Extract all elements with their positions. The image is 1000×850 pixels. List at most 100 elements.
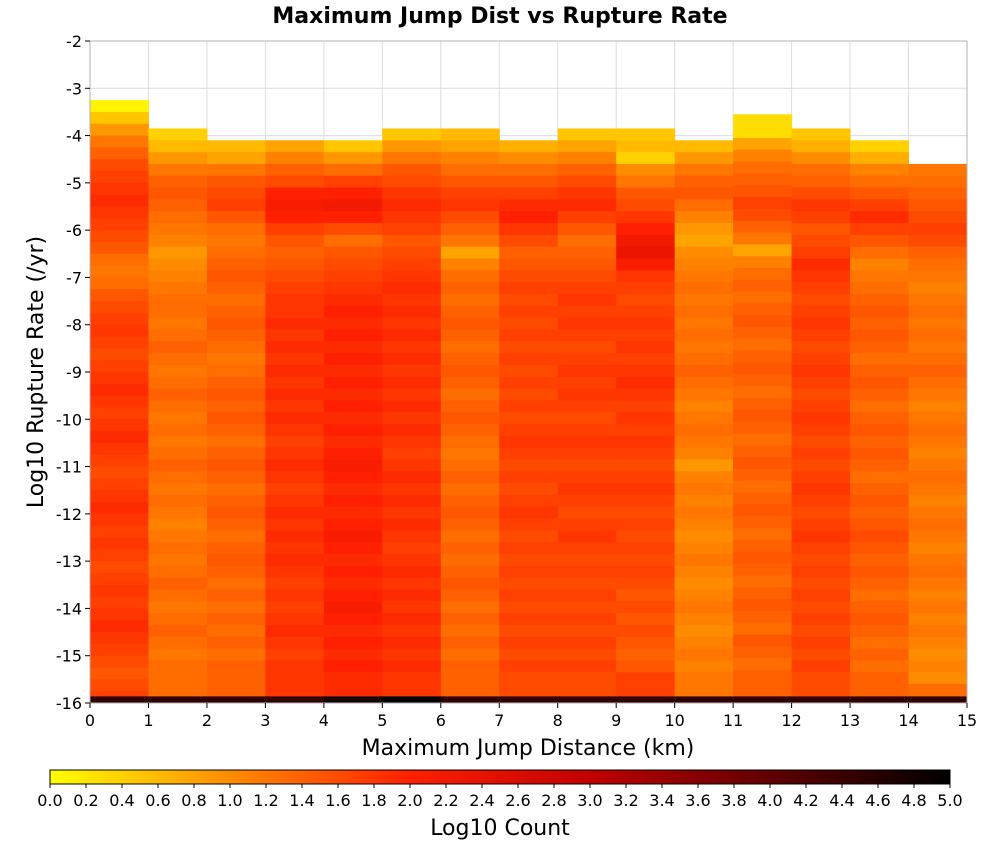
heatmap-cell [206,577,266,591]
heatmap-cell [265,424,325,437]
heatmap-cell [791,388,851,401]
heatmap-cell [733,208,793,222]
heatmap-cell [557,282,617,295]
heatmap-cell [791,648,851,661]
heatmap-cell [850,542,910,555]
heatmap-cell [908,187,968,200]
heatmap-cell [674,542,734,555]
heatmap-cell [440,660,500,673]
heatmap-cells [90,100,968,703]
heatmap-cell [791,234,851,248]
heatmap-cell [148,199,208,212]
heatmap-cell [850,459,910,472]
heatmap-cell [90,478,149,491]
heatmap-cell [791,128,851,141]
heatmap-cell [265,175,325,189]
heatmap-cell [323,412,383,425]
heatmap-cell [323,175,383,189]
heatmap-cell [90,695,149,703]
heatmap-cell [90,537,149,550]
heatmap-cell [382,353,442,366]
heatmap-cell [616,199,676,212]
heatmap-cell [791,506,851,520]
heatmap-cell [382,341,442,354]
heatmap-cell [440,140,500,153]
heatmap-cell [148,471,208,484]
heatmap-cell [440,258,500,271]
heatmap-cell [265,530,325,543]
colorbar-tick-label: 2.6 [505,791,530,810]
heatmap-cell [908,447,968,460]
heatmap-cell [908,518,968,531]
heatmap-cell [90,525,149,538]
heatmap-cell [791,223,851,236]
heatmap-cell [90,383,149,397]
heatmap-cell [557,211,617,224]
y-tick-label: -15 [56,647,82,666]
heatmap-cell [265,199,325,212]
heatmap-cell [382,684,442,697]
heatmap-cell [557,542,617,555]
heatmap-cell [908,483,968,496]
heatmap-cell [557,376,617,390]
heatmap-cell [557,530,617,543]
heatmap-cell [850,400,910,413]
heatmap-cell [323,258,383,271]
heatmap-cell [499,305,559,319]
heatmap-cell [90,679,149,692]
heatmap-cell [206,234,266,248]
heatmap-cell [90,395,149,408]
heatmap-cell [557,329,617,342]
heatmap-cell [499,246,559,260]
heatmap-cell [206,494,266,508]
heatmap-cell [557,199,617,212]
heatmap-cell [616,329,676,342]
heatmap-cell [499,317,559,330]
heatmap-cell [850,424,910,437]
heatmap-cell [90,632,149,645]
colorbar-tick-label: 4.0 [757,791,782,810]
y-tick-label: -13 [56,552,82,571]
x-tick-label: 13 [840,711,860,730]
heatmap-cell [90,111,149,125]
heatmap-cell [908,234,968,248]
heatmap-cell [265,435,325,449]
heatmap-cell [382,388,442,401]
heatmap-cell [265,565,325,579]
heatmap-cell [206,601,266,614]
heatmap-cell [323,140,383,153]
heatmap-cell [323,624,383,638]
heatmap-cell [616,364,676,378]
heatmap-cell [791,447,851,460]
heatmap-cell [499,293,559,307]
heatmap-cell [733,504,793,517]
heatmap-cell [908,199,968,212]
heatmap-cell [557,684,617,697]
heatmap-cell [733,374,793,387]
heatmap-cell [440,211,500,224]
heatmap-cell [908,211,968,224]
heatmap-cell [440,282,500,295]
heatmap-cell [90,561,149,574]
heatmap-cell [90,655,149,669]
heatmap-cell [206,175,266,189]
heatmap-cell [382,648,442,661]
heatmap-cell [90,490,149,503]
heatmap-cell [616,565,676,579]
colorbar-label: Log10 Count [430,816,570,841]
heatmap-cell [323,565,383,579]
heatmap-cell [791,530,851,543]
heatmap-cell [557,506,617,520]
heatmap-cell [382,483,442,496]
heatmap-cell [557,554,617,567]
heatmap-cell [674,648,734,661]
heatmap-cell [499,140,559,153]
colorbar-tick-label: 4.6 [865,791,890,810]
heatmap-cell [791,424,851,437]
heatmap-cell [791,376,851,390]
heatmap-cell [440,353,500,366]
heatmap-cell [674,483,734,496]
heatmap-cell [733,634,793,647]
heatmap-cell [440,329,500,342]
heatmap-cell [382,293,442,307]
